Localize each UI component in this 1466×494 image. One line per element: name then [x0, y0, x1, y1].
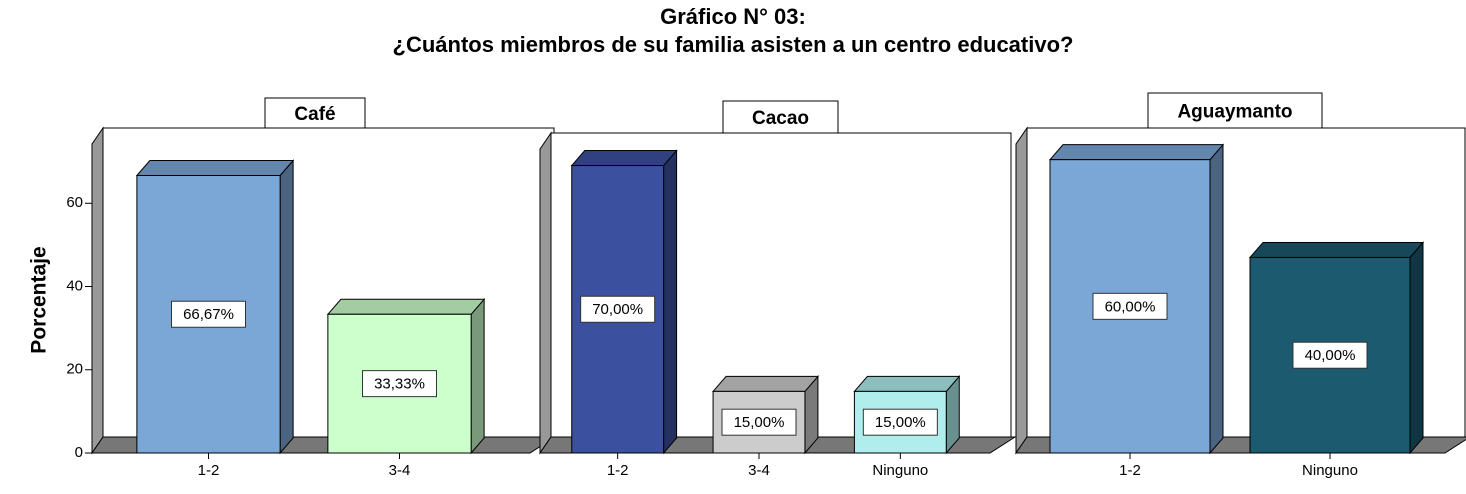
- bar-side: [470, 297, 485, 455]
- x-tick-label: 1-2: [607, 462, 629, 479]
- bar-side: [1209, 143, 1224, 455]
- bar-top: [570, 150, 678, 167]
- chart-subtitle: ¿Cuántos miembros de su familia asisten …: [393, 32, 1074, 57]
- x-tick-label: Ninguno: [872, 462, 928, 479]
- bar-top: [853, 375, 961, 392]
- panel-title: Cacao: [752, 108, 809, 129]
- value-label-box: [362, 370, 437, 398]
- panel-title-box: [1147, 92, 1323, 129]
- y-axis-label: Porcentaje: [28, 246, 51, 353]
- value-label-box: [721, 408, 797, 436]
- bar-top: [1048, 144, 1225, 161]
- bar-top: [711, 375, 820, 392]
- value-label-box: [1092, 292, 1168, 320]
- x-tick-label: Ninguno: [1302, 462, 1358, 479]
- value-label: 60,00%: [1105, 298, 1156, 315]
- bar-side: [1409, 241, 1424, 455]
- value-label: 15,00%: [734, 414, 785, 431]
- value-label: 33,33%: [374, 376, 425, 393]
- value-label: 70,00%: [592, 301, 643, 318]
- left-wall: [539, 131, 552, 455]
- value-label-box: [171, 300, 246, 328]
- x-tick-label: 3-4: [748, 462, 770, 479]
- value-label-box: [862, 408, 938, 436]
- bar-side: [279, 159, 294, 455]
- x-tick-label: 3-4: [389, 462, 411, 479]
- panel-title: Café: [294, 104, 335, 125]
- bar-top: [135, 160, 295, 177]
- bar-top: [326, 298, 486, 315]
- y-tick-label: 20: [66, 361, 83, 378]
- chart-title: Gráfico N° 03:: [660, 4, 806, 29]
- x-tick-label: 1-2: [198, 462, 220, 479]
- bar-top: [1248, 241, 1425, 258]
- value-label-box: [1292, 341, 1368, 369]
- panel-title-box: [264, 97, 366, 129]
- left-wall: [1015, 126, 1028, 455]
- panel-title-box: [722, 100, 839, 134]
- x-tick-label: 1-2: [1119, 462, 1141, 479]
- bar-side: [663, 149, 678, 455]
- value-label-box: [580, 295, 656, 323]
- y-tick-label: 0: [75, 444, 83, 461]
- value-label: 40,00%: [1305, 347, 1356, 364]
- value-label: 66,67%: [183, 306, 234, 323]
- panel-title: Aguaymanto: [1177, 102, 1292, 123]
- value-label: 15,00%: [875, 414, 926, 431]
- y-tick-label: 60: [66, 194, 83, 211]
- left-wall: [91, 126, 104, 455]
- y-tick-label: 40: [66, 277, 83, 294]
